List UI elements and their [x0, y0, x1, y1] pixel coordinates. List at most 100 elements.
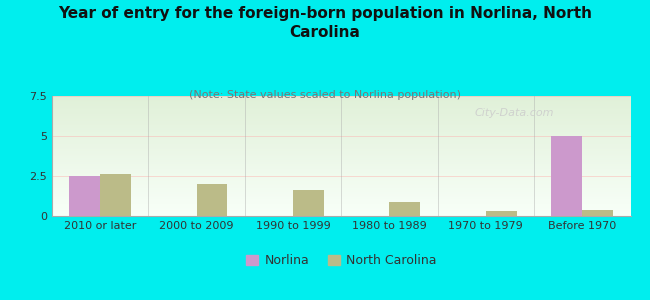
- Bar: [52, 210, 630, 211]
- Bar: [52, 109, 630, 110]
- Bar: [52, 170, 630, 172]
- Bar: [52, 114, 630, 115]
- Bar: [52, 161, 630, 162]
- Bar: [52, 206, 630, 208]
- Bar: [52, 215, 630, 216]
- Bar: [52, 137, 630, 138]
- Bar: [486, 211, 517, 216]
- Bar: [52, 169, 630, 170]
- Bar: [52, 150, 630, 151]
- Bar: [52, 193, 630, 194]
- Bar: [52, 175, 630, 176]
- Bar: [52, 131, 630, 132]
- Bar: [52, 148, 630, 149]
- Bar: [52, 188, 630, 190]
- Bar: [52, 103, 630, 104]
- Bar: [52, 214, 630, 215]
- Text: (Note: State values scaled to Norlina population): (Note: State values scaled to Norlina po…: [189, 90, 461, 100]
- Bar: [551, 136, 582, 216]
- Bar: [52, 140, 630, 142]
- Bar: [52, 96, 630, 97]
- Bar: [52, 118, 630, 119]
- Bar: [52, 204, 630, 205]
- Bar: [52, 176, 630, 178]
- Bar: [52, 149, 630, 150]
- Bar: [52, 134, 630, 136]
- Bar: [52, 106, 630, 107]
- Bar: [52, 128, 630, 130]
- Bar: [52, 181, 630, 182]
- Bar: [52, 191, 630, 192]
- Bar: [196, 184, 227, 216]
- Bar: [52, 132, 630, 133]
- Bar: [52, 185, 630, 186]
- Text: City-Data.com: City-Data.com: [474, 108, 554, 118]
- Bar: [52, 184, 630, 185]
- Bar: [52, 209, 630, 210]
- Bar: [52, 160, 630, 161]
- Bar: [52, 155, 630, 156]
- Bar: [52, 133, 630, 134]
- Bar: [52, 194, 630, 196]
- Bar: [52, 154, 630, 155]
- Bar: [52, 124, 630, 125]
- Bar: [52, 143, 630, 144]
- Bar: [52, 167, 630, 168]
- Bar: [52, 157, 630, 158]
- Bar: [52, 198, 630, 199]
- Bar: [52, 205, 630, 206]
- Bar: [52, 202, 630, 203]
- Bar: [52, 180, 630, 181]
- Bar: [52, 162, 630, 163]
- Bar: [52, 110, 630, 112]
- Bar: [52, 122, 630, 124]
- Bar: [52, 100, 630, 101]
- Bar: [52, 172, 630, 173]
- Bar: [582, 210, 613, 216]
- Bar: [52, 98, 630, 100]
- Bar: [100, 174, 131, 216]
- Bar: [52, 192, 630, 193]
- Bar: [52, 152, 630, 154]
- Bar: [52, 151, 630, 152]
- Bar: [52, 97, 630, 98]
- Bar: [52, 163, 630, 164]
- Bar: [52, 190, 630, 191]
- Text: Year of entry for the foreign-born population in Norlina, North
Carolina: Year of entry for the foreign-born popul…: [58, 6, 592, 40]
- Bar: [52, 146, 630, 148]
- Bar: [52, 121, 630, 122]
- Bar: [52, 126, 630, 127]
- Bar: [52, 164, 630, 166]
- Bar: [52, 107, 630, 108]
- Bar: [52, 158, 630, 160]
- Bar: [52, 186, 630, 187]
- Bar: [52, 138, 630, 139]
- Bar: [52, 156, 630, 157]
- Bar: [52, 182, 630, 184]
- Bar: [52, 208, 630, 209]
- Bar: [52, 173, 630, 174]
- Bar: [52, 196, 630, 197]
- Bar: [52, 174, 630, 175]
- Bar: [293, 190, 324, 216]
- Bar: [52, 187, 630, 188]
- Bar: [52, 104, 630, 106]
- Bar: [52, 116, 630, 118]
- Bar: [70, 176, 100, 216]
- Bar: [52, 139, 630, 140]
- Bar: [52, 125, 630, 126]
- Bar: [52, 168, 630, 169]
- Bar: [52, 127, 630, 128]
- Bar: [52, 212, 630, 214]
- Bar: [52, 120, 630, 121]
- Bar: [52, 102, 630, 103]
- Bar: [389, 202, 421, 216]
- Bar: [52, 211, 630, 212]
- Bar: [52, 179, 630, 180]
- Bar: [52, 178, 630, 179]
- Bar: [52, 119, 630, 120]
- Legend: Norlina, North Carolina: Norlina, North Carolina: [240, 249, 442, 272]
- Bar: [52, 144, 630, 145]
- Bar: [52, 145, 630, 146]
- Bar: [52, 199, 630, 200]
